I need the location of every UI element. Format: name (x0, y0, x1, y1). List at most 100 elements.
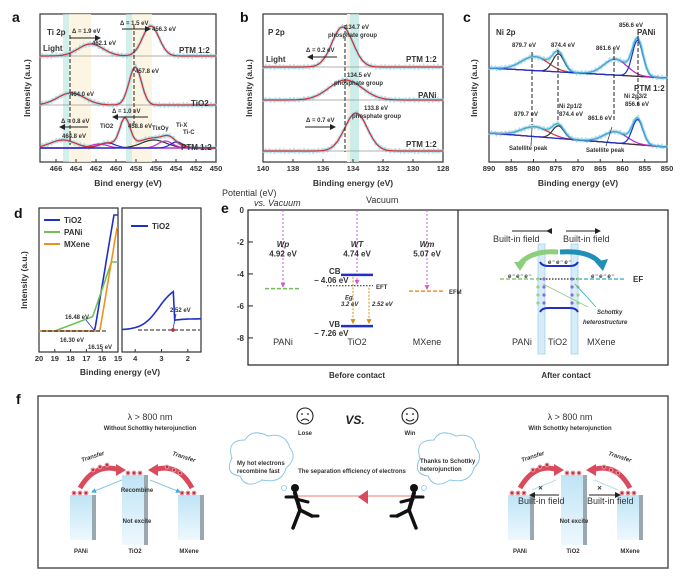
built-in-field-label: Built-in field (563, 234, 610, 244)
legend-label: PANi (64, 228, 83, 237)
x-tick-label: 460 (110, 164, 123, 173)
bubble-text: Thanks to Schottky (420, 459, 476, 465)
electron-core (127, 472, 129, 474)
work-function-symbol: WT (351, 240, 365, 249)
x-tick-label: 855 (638, 164, 651, 173)
electron-core (633, 492, 635, 494)
vb-value: − 7.26 eV (314, 329, 349, 338)
component-label: TixOy (152, 126, 169, 132)
x-tick-label: 875 (549, 164, 562, 173)
cb-label: CB (329, 267, 341, 276)
electron-core (73, 492, 75, 494)
bubble-text: recombine fast (237, 469, 280, 475)
y-axis-label: Intensity (a.u.) (22, 59, 32, 117)
material-label: MXene (620, 549, 640, 555)
x-tick-label: 18 (66, 354, 74, 363)
work-function-symbol: Wp (277, 240, 290, 249)
y-axis-sublabel: vs. Vacuum (254, 198, 301, 208)
pointer-line (605, 126, 613, 147)
panel-letter: b (240, 9, 249, 25)
pointer-line (85, 319, 95, 331)
fermi-label: EFM (449, 290, 462, 296)
fit-curve (40, 25, 216, 57)
x-tick-label: 860 (616, 164, 629, 173)
x-tick-label: 450 (210, 164, 223, 173)
x-tick-label: 462 (90, 164, 103, 173)
transfer-label: Transfer (81, 451, 106, 464)
peak-label: 464.0 eV (70, 92, 94, 98)
pointer-line (172, 313, 177, 330)
built-in-field-label: Built-in field (587, 496, 634, 506)
cb-value: − 4.06 eV (314, 276, 349, 285)
happy-face-icon (401, 407, 419, 425)
column-pani (508, 495, 534, 540)
positive-charge (536, 293, 540, 297)
panel-letter: d (14, 205, 23, 221)
runner-right-icon (389, 484, 425, 530)
peak-note: phosphate group (334, 81, 383, 87)
caption-after: After contact (541, 371, 591, 380)
cb-band (539, 261, 579, 267)
material-label: PANi (74, 549, 88, 555)
work-function-value: 4.92 eV (269, 249, 297, 258)
bubble-text: My hot electrons (237, 461, 285, 467)
electron-core (85, 492, 87, 494)
positive-charge (536, 277, 540, 281)
electron-core (181, 492, 183, 494)
peak-label: 133.8 eV (364, 106, 388, 112)
edge-point (171, 328, 175, 332)
eg-symbol: Eg (345, 296, 353, 302)
fit-curve (488, 117, 668, 148)
fermi-label: EF (633, 275, 643, 284)
arrow-head (148, 464, 158, 476)
component-curve (488, 58, 668, 79)
panel-a-ti2p-xps: a Ti 2p Light Δ = 1.9 eV Δ = 1.5 eV 456.… (12, 9, 222, 188)
electron-core (546, 464, 548, 466)
thought-bubble-left (228, 432, 294, 485)
component-label: Ni 2p1/2 (559, 104, 583, 110)
vb-band (539, 307, 579, 313)
with-schottky-scene: λ > 800 nm With Schottky heterojunction … (508, 412, 643, 555)
not-excite-label: Not excite (123, 519, 152, 525)
legend-label: TiO2 (152, 222, 170, 231)
y-tick-label: -6 (237, 302, 245, 311)
work-function-value: 4.74 eV (343, 249, 371, 258)
recombine-arrow (91, 479, 123, 493)
peak-label: 861.6 eV (596, 46, 620, 52)
peak-note: phosphate group (352, 114, 401, 120)
blocked-x-icon: ✕ (538, 485, 543, 492)
electron-core (133, 472, 135, 474)
electron-core (539, 466, 541, 468)
fit-curve (489, 37, 668, 79)
negative-charge (570, 293, 574, 297)
panel-e-band-diagram: e Potential (eV) vs. Vacuum Vacuum 0 -2 -4… (221, 188, 669, 380)
x-tick-label: 19 (51, 354, 59, 363)
electron-core (523, 492, 525, 494)
positive-charge (576, 277, 580, 281)
fit-curve (39, 66, 216, 106)
satellite-label: Satellite peak (586, 148, 625, 154)
x-tick-label: 4 (133, 354, 138, 363)
highlight-band (347, 14, 350, 162)
panel-f-schematic: f λ > 800 nm Without Schottky heterojunc… (16, 391, 669, 569)
electron-core (179, 472, 181, 474)
series-label: PTM 1:2 (634, 84, 665, 93)
peak-label: 134.7 eV (345, 25, 369, 31)
x-tick-label: 130 (407, 164, 420, 173)
x-axis: 140 138 136 134 132 130 128 (257, 159, 449, 173)
positive-charge (536, 301, 540, 305)
tug-of-war-scene: Lose VS. Win My hot electrons recombine … (228, 407, 480, 530)
plot-frame-left (38, 207, 119, 353)
material-label: TiO2 (548, 337, 567, 347)
thought-bubble-right (416, 432, 480, 485)
peak-label: 456.3 eV (152, 27, 176, 33)
win-label: Win (405, 431, 416, 437)
blocked-path (593, 479, 619, 491)
panel-b-p2p-xps: b P 2p Light Δ = 0.2 eV 134.7 eV phospha… (240, 9, 449, 188)
work-function-value: 5.07 eV (413, 249, 441, 258)
negative-charge (542, 277, 546, 281)
column-mxene (178, 495, 204, 540)
column-tio2 (122, 475, 148, 545)
negative-charge (542, 301, 546, 305)
electron-core (92, 469, 94, 471)
